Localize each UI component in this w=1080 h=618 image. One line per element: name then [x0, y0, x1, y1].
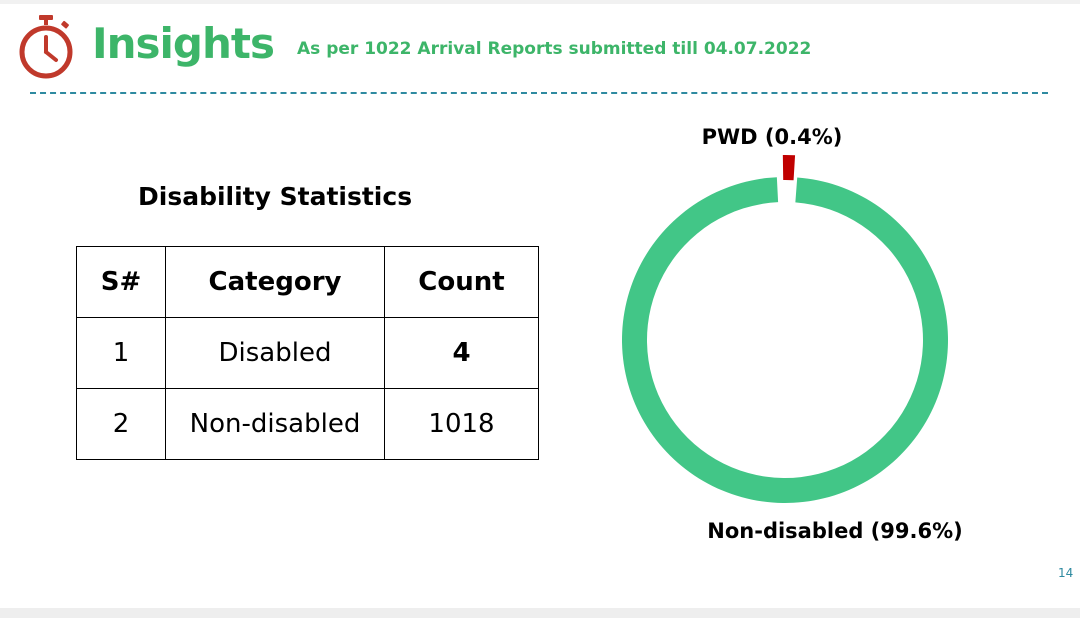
column-header-sn: S# [76, 246, 166, 318]
cell-category: Non-disabled [165, 388, 385, 460]
donut-chart: PWD (0.4%) Non-disabled (99.6%) [621, 125, 963, 543]
cell-sn: 1 [76, 317, 166, 389]
section-title: Disability Statistics [138, 182, 413, 211]
table-header-row: S# Category Count [76, 246, 539, 318]
table-row: 2 Non-disabled 1018 [76, 388, 539, 460]
page-title: Insights [92, 19, 275, 68]
column-header-category: Category [165, 246, 385, 318]
stopwatch-icon [19, 15, 73, 79]
cell-count: 4 [384, 317, 539, 389]
top-strip [0, 0, 1080, 4]
disability-table: S# Category Count 1 Disabled 4 2 Non-dis… [76, 246, 539, 460]
slice-label-non-disabled: Non-disabled (99.6%) [707, 519, 962, 543]
donut-slice-non-disabled [621, 177, 948, 504]
bottom-strip [0, 608, 1080, 618]
header-divider [30, 92, 1048, 94]
page-number: 14 [1058, 566, 1074, 580]
table-row: 1 Disabled 4 [76, 317, 539, 389]
cell-category: Disabled [165, 317, 385, 389]
cell-count: 1018 [384, 388, 539, 460]
column-header-count: Count [384, 246, 539, 318]
donut-slice-pwd [782, 155, 796, 181]
slice-label-pwd: PWD (0.4%) [702, 125, 843, 149]
cell-sn: 2 [76, 388, 166, 460]
page-subtitle: As per 1022 Arrival Reports submitted ti… [297, 39, 812, 59]
